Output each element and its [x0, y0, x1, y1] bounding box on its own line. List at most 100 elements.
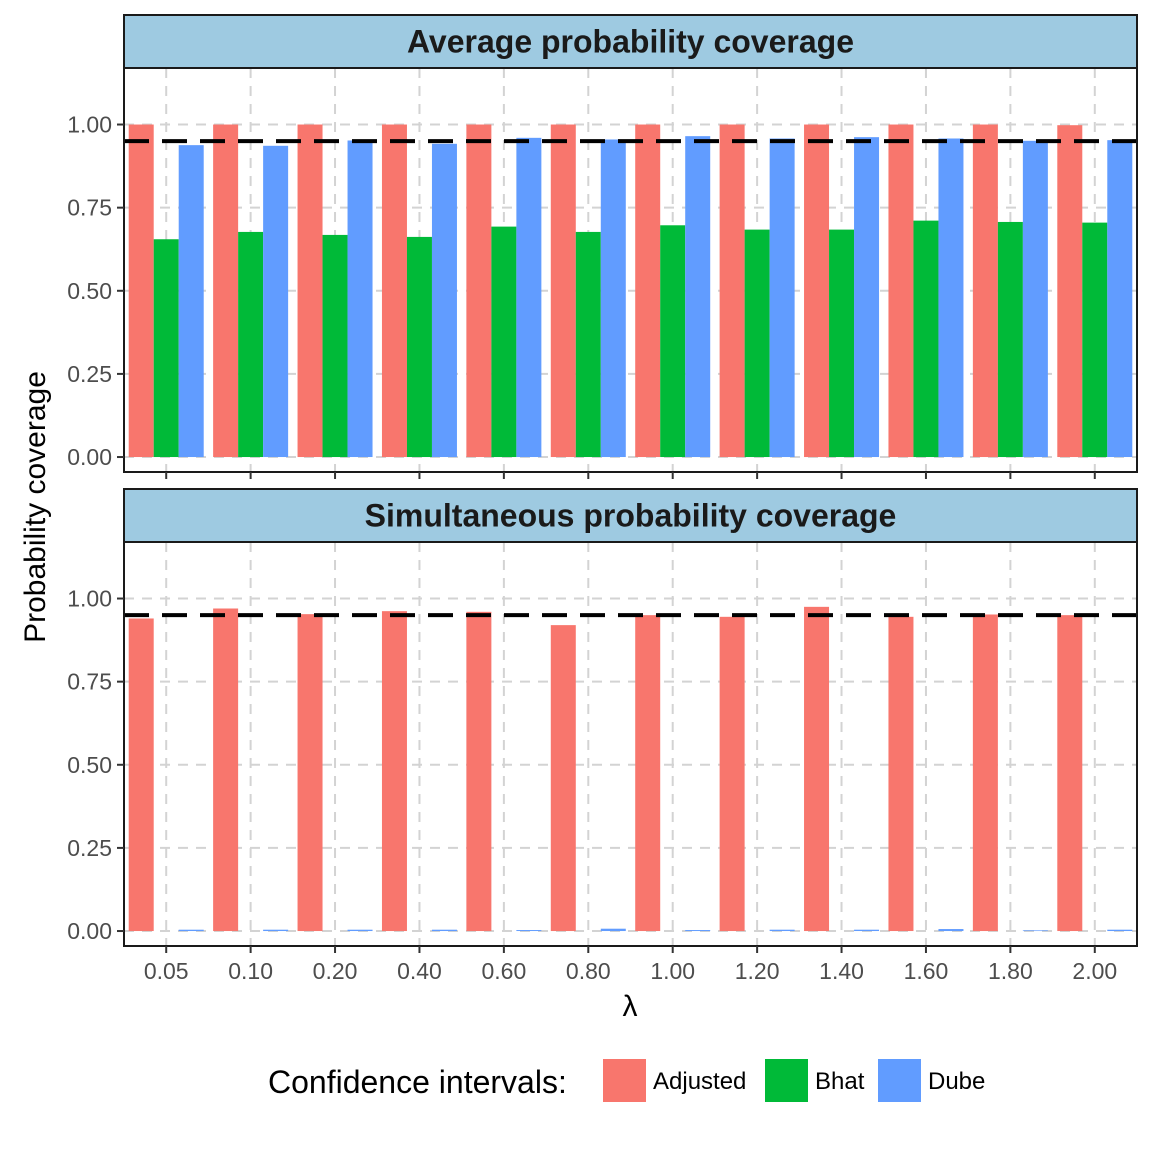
- bar-bhat: [744, 229, 770, 458]
- bar-adjusted: [381, 124, 407, 458]
- x-tick-label: 0.20: [313, 958, 358, 984]
- bar-dube: [938, 138, 964, 458]
- bar-dube: [854, 929, 880, 932]
- bar-dube: [769, 929, 795, 932]
- y-tick-label: 0.00: [67, 918, 112, 944]
- bar-dube: [938, 929, 964, 932]
- x-tick-label: 0.05: [144, 958, 189, 984]
- bar-bhat: [660, 225, 686, 458]
- bar-dube: [178, 145, 204, 458]
- bar-adjusted: [550, 124, 576, 458]
- x-tick-label: 1.80: [988, 958, 1033, 984]
- bar-dube: [1022, 140, 1048, 458]
- panel-2: Simultaneous probability coverage 0.00 0.2…: [67, 488, 1138, 953]
- bar-dube: [1022, 930, 1048, 932]
- legend-label-bhat: Bhat: [815, 1068, 865, 1095]
- bar-bhat: [575, 231, 601, 458]
- bar-bhat: [491, 226, 517, 458]
- bar-bhat: [997, 221, 1023, 458]
- bar-dube: [854, 137, 880, 458]
- y-tick-label: 0.50: [67, 752, 112, 778]
- bar-adjusted: [804, 124, 830, 458]
- bar-dube: [685, 930, 711, 932]
- bar-dube: [769, 138, 795, 458]
- legend: Confidence intervals: Adjusted Bhat Dube: [268, 1059, 985, 1102]
- bar-adjusted: [466, 124, 492, 458]
- bar-dube: [685, 136, 711, 458]
- bar-adjusted: [804, 606, 830, 932]
- bar-bhat: [829, 229, 855, 458]
- x-axis-title: λ: [623, 990, 638, 1023]
- bar-bhat: [913, 220, 939, 458]
- bar-adjusted: [888, 124, 914, 458]
- y-tick-label: 1.00: [67, 586, 112, 612]
- bar-adjusted: [972, 614, 998, 932]
- legend-label-adjusted: Adjusted: [653, 1068, 746, 1095]
- bar-adjusted: [297, 124, 323, 458]
- x-tick-label: 1.60: [904, 958, 949, 984]
- bar-adjusted: [213, 608, 239, 932]
- bar-adjusted: [213, 124, 239, 458]
- panel-border: [123, 67, 1138, 473]
- legend-label-dube: Dube: [928, 1068, 985, 1095]
- bar-dube: [600, 139, 626, 458]
- panel-border: [123, 541, 1138, 947]
- bar-bhat: [1082, 222, 1108, 458]
- bar-dube: [516, 930, 542, 932]
- x-tick-label: 0.10: [228, 958, 273, 984]
- bar-dube: [516, 137, 542, 458]
- y-tick-label: 0.50: [67, 278, 112, 304]
- x-tick-label: 1.40: [819, 958, 864, 984]
- legend-title: Confidence intervals:: [268, 1064, 567, 1100]
- bar-adjusted: [128, 124, 154, 458]
- bar-adjusted: [297, 614, 323, 932]
- bar-adjusted: [719, 616, 745, 932]
- bar-bhat: [238, 231, 264, 458]
- bar-adjusted: [1057, 125, 1083, 458]
- bar-dube: [1107, 929, 1133, 932]
- bar-adjusted: [635, 615, 661, 932]
- bar-adjusted: [719, 124, 745, 458]
- y-tick-label: 0.00: [67, 444, 112, 470]
- bar-adjusted: [466, 611, 492, 932]
- bar-dube: [263, 145, 289, 458]
- x-tick-label: 2.00: [1072, 958, 1117, 984]
- panel-background: [124, 542, 1137, 946]
- bar-adjusted: [972, 124, 998, 458]
- x-tick-label: 1.20: [735, 958, 780, 984]
- bar-adjusted: [128, 618, 154, 932]
- panel-1: Average probability coverage 0.00 0.25 0.50…: [67, 14, 1138, 479]
- bar-bhat: [322, 234, 348, 458]
- bar-dube: [1107, 140, 1133, 458]
- bar-adjusted: [550, 625, 576, 932]
- x-tick-label: 0.40: [397, 958, 442, 984]
- bar-dube: [347, 140, 373, 458]
- bar-dube: [178, 929, 204, 932]
- bar-dube: [431, 143, 457, 458]
- legend-swatch-dube: [878, 1059, 921, 1102]
- bar-adjusted: [1057, 615, 1083, 932]
- y-tick-label: 0.75: [67, 669, 112, 695]
- bar-dube: [600, 928, 626, 932]
- panel-background: [124, 68, 1137, 472]
- bar-bhat: [153, 239, 179, 458]
- panel-title: Average probability coverage: [407, 24, 854, 60]
- legend-swatch-adjusted: [603, 1059, 646, 1102]
- y-axis-title: Probability coverage: [19, 371, 52, 643]
- bar-bhat: [406, 236, 432, 458]
- y-tick-label: 0.25: [67, 835, 112, 861]
- y-tick-label: 1.00: [67, 112, 112, 138]
- panel-strip: [123, 14, 1138, 69]
- bar-dube: [347, 929, 373, 932]
- bar-adjusted: [381, 611, 407, 932]
- bar-dube: [263, 929, 289, 932]
- panel-title: Simultaneous probability coverage: [365, 498, 897, 534]
- legend-swatch-bhat: [765, 1059, 808, 1102]
- x-tick-label: 0.60: [481, 958, 526, 984]
- x-tick-label: 1.00: [650, 958, 695, 984]
- bar-dube: [431, 929, 457, 932]
- panel-strip: [123, 488, 1138, 543]
- y-tick-label: 0.25: [67, 361, 112, 387]
- x-tick-label: 0.80: [566, 958, 611, 984]
